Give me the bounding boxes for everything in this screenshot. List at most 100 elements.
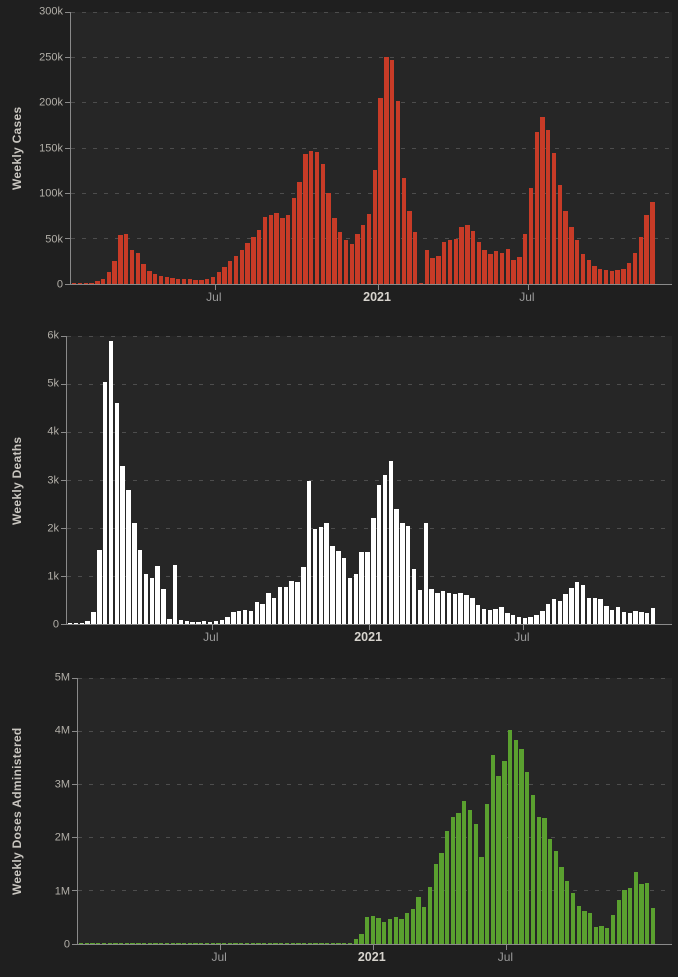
bar[interactable] xyxy=(158,275,164,284)
bar[interactable] xyxy=(112,261,117,284)
bar[interactable] xyxy=(487,609,493,624)
bar[interactable] xyxy=(470,597,475,624)
bar[interactable] xyxy=(306,480,312,624)
bar[interactable] xyxy=(570,893,576,944)
bar[interactable] xyxy=(132,523,137,624)
bar[interactable] xyxy=(361,225,366,284)
bar[interactable] xyxy=(516,616,522,624)
bar[interactable] xyxy=(650,608,656,624)
bar[interactable] xyxy=(347,942,353,944)
bar[interactable] xyxy=(499,253,505,284)
bar[interactable] xyxy=(598,268,603,284)
plot-area-weekly-doses[interactable] xyxy=(72,677,672,950)
bar[interactable] xyxy=(237,610,242,624)
bar[interactable] xyxy=(505,248,510,284)
bar[interactable] xyxy=(510,615,516,624)
bar[interactable] xyxy=(124,943,130,944)
bar[interactable] xyxy=(153,943,158,944)
bar[interactable] xyxy=(239,943,244,944)
bar[interactable] xyxy=(126,489,131,624)
bar[interactable] xyxy=(388,460,393,624)
bar[interactable] xyxy=(96,943,101,944)
bar[interactable] xyxy=(417,590,423,624)
bar[interactable] xyxy=(100,279,106,284)
bar[interactable] xyxy=(290,943,295,944)
bar[interactable] xyxy=(95,281,100,284)
bar[interactable] xyxy=(181,943,187,944)
bar[interactable] xyxy=(481,608,487,624)
bar[interactable] xyxy=(400,523,405,624)
bar[interactable] xyxy=(470,230,476,284)
bar[interactable] xyxy=(336,551,341,624)
bar[interactable] xyxy=(152,274,158,284)
bar[interactable] xyxy=(422,906,427,944)
bar[interactable] xyxy=(511,259,516,284)
bar[interactable] xyxy=(221,943,227,944)
bar[interactable] xyxy=(314,151,320,284)
bar[interactable] xyxy=(569,226,574,284)
bar[interactable] xyxy=(245,243,250,284)
bar[interactable] xyxy=(313,943,318,944)
bar[interactable] xyxy=(366,214,372,284)
bar[interactable] xyxy=(462,801,467,944)
bar[interactable] xyxy=(91,612,96,624)
bar[interactable] xyxy=(542,817,547,944)
bar[interactable] xyxy=(114,403,120,624)
bar[interactable] xyxy=(85,621,90,624)
bar[interactable] xyxy=(303,154,308,284)
bar[interactable] xyxy=(553,850,558,944)
bar[interactable] xyxy=(406,525,411,624)
bar[interactable] xyxy=(101,943,107,944)
bar[interactable] xyxy=(202,621,207,624)
bar[interactable] xyxy=(108,340,114,624)
bar[interactable] xyxy=(164,943,170,944)
bar[interactable] xyxy=(274,213,279,284)
bar[interactable] xyxy=(302,943,307,944)
bar[interactable] xyxy=(376,484,382,624)
bar[interactable] xyxy=(262,216,268,284)
bar[interactable] xyxy=(330,943,335,944)
bar[interactable] xyxy=(349,244,354,284)
bar[interactable] xyxy=(644,613,650,624)
bar[interactable] xyxy=(250,943,255,944)
bar[interactable] xyxy=(193,279,198,284)
bar[interactable] xyxy=(227,943,233,944)
bar[interactable] xyxy=(628,888,633,944)
bar[interactable] xyxy=(609,271,615,284)
bar[interactable] xyxy=(632,253,638,284)
bar[interactable] xyxy=(435,592,440,624)
bar[interactable] xyxy=(401,177,406,284)
bar[interactable] xyxy=(376,917,381,944)
bar[interactable] xyxy=(546,129,551,284)
bar[interactable] xyxy=(494,251,499,284)
bar[interactable] xyxy=(593,926,599,944)
bar[interactable] xyxy=(159,943,164,944)
bar[interactable] xyxy=(216,943,221,944)
bar[interactable] xyxy=(447,240,453,284)
bar[interactable] xyxy=(79,623,85,624)
bar[interactable] xyxy=(639,612,644,624)
bar[interactable] xyxy=(291,197,297,284)
bar[interactable] xyxy=(204,943,210,944)
bar[interactable] xyxy=(610,609,615,624)
bar[interactable] xyxy=(382,475,388,624)
bar[interactable] xyxy=(359,552,364,624)
bar[interactable] xyxy=(575,581,580,624)
bar[interactable] xyxy=(493,608,498,624)
bar[interactable] xyxy=(239,249,245,284)
bar[interactable] xyxy=(257,229,262,284)
bar[interactable] xyxy=(371,518,376,624)
bar[interactable] xyxy=(320,164,325,284)
bar[interactable] xyxy=(467,810,473,944)
bar[interactable] xyxy=(459,226,464,284)
bar[interactable] xyxy=(279,943,284,944)
bar[interactable] xyxy=(616,900,621,944)
bar[interactable] xyxy=(505,613,510,624)
bar[interactable] xyxy=(639,884,644,944)
bar[interactable] xyxy=(280,217,285,284)
bar[interactable] xyxy=(441,591,446,624)
bar[interactable] xyxy=(260,603,265,624)
bar[interactable] xyxy=(277,586,283,624)
bar[interactable] xyxy=(184,621,189,624)
bar[interactable] xyxy=(332,217,337,284)
